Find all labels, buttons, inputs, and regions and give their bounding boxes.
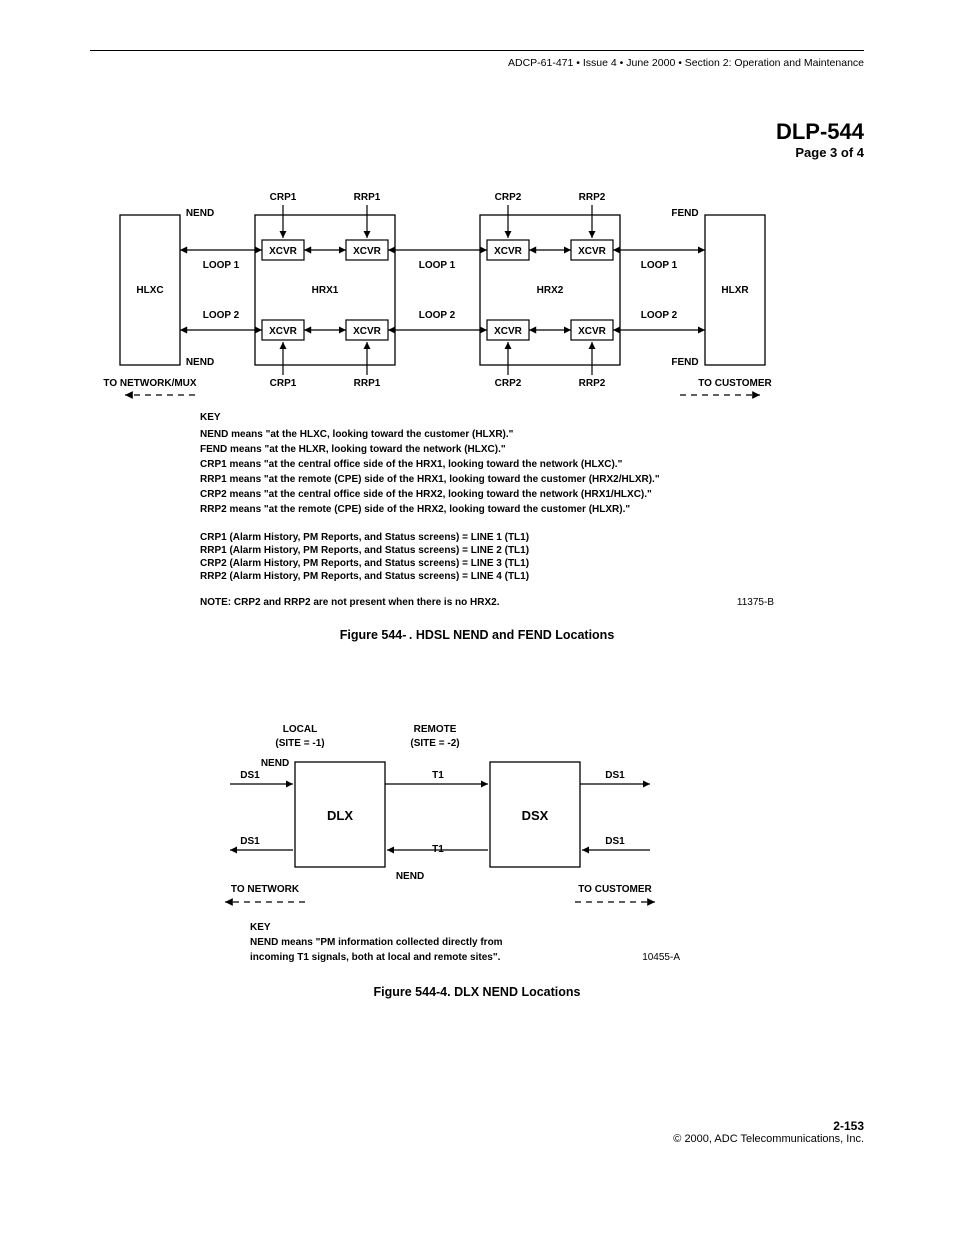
- svg-text:XCVR: XCVR: [494, 246, 523, 257]
- key-line: incoming T1 signals, both at local and r…: [250, 950, 500, 965]
- svg-text:FEND: FEND: [671, 357, 698, 368]
- svg-text:HLXC: HLXC: [136, 285, 163, 296]
- page-indicator: Page 3 of 4: [90, 145, 864, 160]
- svg-text:LOOP 2: LOOP 2: [419, 310, 456, 321]
- svg-text:HRX1: HRX1: [312, 285, 339, 296]
- svg-text:XCVR: XCVR: [578, 246, 607, 257]
- figure-caption-2: Figure 544-4. DLX NEND Locations: [90, 985, 864, 999]
- svg-text:LOCAL: LOCAL: [283, 724, 317, 735]
- key-title: KEY: [200, 410, 864, 425]
- svg-text:FEND: FEND: [671, 208, 698, 219]
- svg-text:LOOP 1: LOOP 1: [641, 260, 678, 271]
- key-line: CRP1 means "at the central office side o…: [200, 457, 864, 472]
- line-mapping: CRP1 (Alarm History, PM Reports, and Sta…: [200, 531, 864, 544]
- svg-text:NEND: NEND: [186, 208, 214, 219]
- line-mapping: RRP2 (Alarm History, PM Reports, and Sta…: [200, 570, 864, 583]
- svg-text:DS1: DS1: [605, 770, 625, 781]
- svg-text:TO NETWORK: TO NETWORK: [231, 884, 300, 895]
- line-mapping: RRP1 (Alarm History, PM Reports, and Sta…: [200, 544, 864, 557]
- key-block-1: KEY NEND means "at the HLXC, looking tow…: [200, 410, 864, 517]
- svg-text:TO CUSTOMER: TO CUSTOMER: [698, 378, 772, 389]
- svg-text:RRP1: RRP1: [354, 378, 381, 389]
- svg-text:RRP1: RRP1: [354, 192, 381, 203]
- diagram-dlx: DLX DSX LOCAL REMOTE (SITE = -1) (SITE =…: [90, 722, 864, 912]
- svg-text:LOOP 2: LOOP 2: [203, 310, 240, 321]
- dlp-title: DLP-544: [90, 119, 864, 145]
- svg-text:CRP2: CRP2: [495, 378, 522, 389]
- line-mapping: CRP2 (Alarm History, PM Reports, and Sta…: [200, 557, 864, 570]
- footer-copyright: © 2000, ADC Telecommunications, Inc.: [90, 1133, 864, 1145]
- footer-page-number: 2-153: [90, 1119, 864, 1133]
- svg-text:LOOP 1: LOOP 1: [203, 260, 240, 271]
- svg-text:TO CUSTOMER: TO CUSTOMER: [578, 884, 652, 895]
- svg-text:XCVR: XCVR: [269, 326, 298, 337]
- svg-text:DS1: DS1: [240, 836, 260, 847]
- key-line: CRP2 means "at the central office side o…: [200, 487, 864, 502]
- svg-text:DLX: DLX: [327, 808, 353, 823]
- svg-text:RRP2: RRP2: [579, 192, 606, 203]
- svg-text:XCVR: XCVR: [578, 326, 607, 337]
- svg-text:NEND: NEND: [261, 758, 289, 769]
- svg-text:HLXR: HLXR: [721, 285, 749, 296]
- svg-text:NEND: NEND: [396, 871, 424, 882]
- key-line: RRP2 means "at the remote (CPE) side of …: [200, 502, 864, 517]
- key-title: KEY: [250, 920, 864, 935]
- key-line: RRP1 means "at the remote (CPE) side of …: [200, 472, 864, 487]
- svg-text:NEND: NEND: [186, 357, 214, 368]
- svg-text:XCVR: XCVR: [353, 326, 382, 337]
- svg-text:CRP1: CRP1: [270, 378, 297, 389]
- key-block-2: KEY NEND means "PM information collected…: [250, 920, 864, 965]
- svg-text:LOOP 2: LOOP 2: [641, 310, 678, 321]
- svg-text:REMOTE: REMOTE: [414, 724, 457, 735]
- line-mapping-block: CRP1 (Alarm History, PM Reports, and Sta…: [200, 531, 864, 583]
- figure-id-2: 10455-A: [642, 950, 680, 965]
- svg-text:(SITE = -2): (SITE = -2): [410, 738, 459, 749]
- svg-text:DS1: DS1: [240, 770, 260, 781]
- svg-text:DSX: DSX: [522, 808, 549, 823]
- key-line: NEND means "at the HLXC, looking toward …: [200, 427, 864, 442]
- svg-text:XCVR: XCVR: [353, 246, 382, 257]
- svg-text:TO NETWORK/MUX: TO NETWORK/MUX: [103, 378, 196, 389]
- svg-text:HRX2: HRX2: [537, 285, 564, 296]
- key-line: FEND means "at the HLXR, looking toward …: [200, 442, 864, 457]
- header-text: ADCP-61-471 • Issue 4 • June 2000 • Sect…: [90, 57, 864, 69]
- svg-text:CRP2: CRP2: [495, 192, 522, 203]
- figure-caption-1: Figure 544- . HDSL NEND and FEND Locatio…: [90, 628, 864, 642]
- svg-text:XCVR: XCVR: [494, 326, 523, 337]
- svg-text:CRP1: CRP1: [270, 192, 297, 203]
- svg-text:T1: T1: [432, 770, 444, 781]
- svg-text:RRP2: RRP2: [579, 378, 606, 389]
- svg-text:XCVR: XCVR: [269, 246, 298, 257]
- svg-text:DS1: DS1: [605, 836, 625, 847]
- diagram-hdsl: XCVR XCVR XCVR XCVR XCVR XCVR XCVR XCVR: [90, 190, 864, 400]
- key-line: NEND means "PM information collected dir…: [250, 935, 864, 950]
- svg-text:(SITE = -1): (SITE = -1): [275, 738, 324, 749]
- figure-id-1: 11375-B: [737, 597, 774, 608]
- svg-text:LOOP 1: LOOP 1: [419, 260, 456, 271]
